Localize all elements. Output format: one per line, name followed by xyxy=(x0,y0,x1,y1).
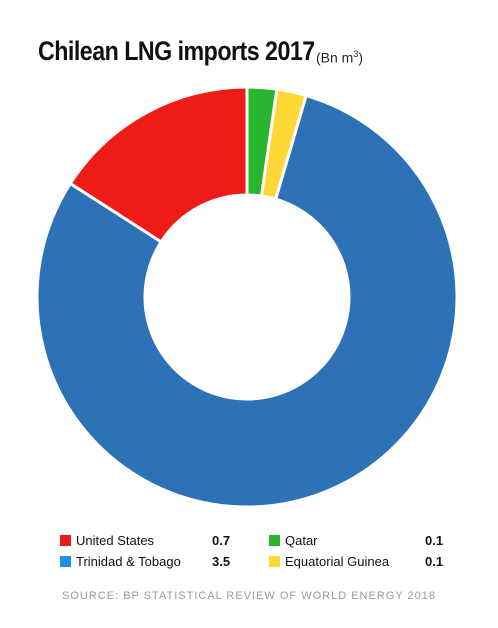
legend: United States 0.7 Qatar 0.1 Trinidad & T… xyxy=(60,532,450,578)
legend-item-equatorial-guinea: Equatorial Guinea 0.1 xyxy=(269,553,449,571)
unit-prefix: (Bn m xyxy=(316,49,354,66)
legend-value-united-states: 0.7 xyxy=(212,533,231,548)
legend-label-trinidad-tobago: Trinidad & Tobago xyxy=(76,554,181,569)
legend-swatch-equatorial-guinea xyxy=(269,556,280,567)
legend-value-equatorial-guinea: 0.1 xyxy=(425,554,444,569)
slice-trinidad-tobago xyxy=(35,94,459,509)
chart-title-row: Chilean LNG imports 2017 (Bn m3) xyxy=(38,36,363,67)
source-note: SOURCE: BP STATISTICAL REVIEW OF WORLD E… xyxy=(62,590,436,602)
chart-title: Chilean LNG imports 2017 xyxy=(38,36,315,66)
legend-item-qatar: Qatar 0.1 xyxy=(269,532,449,550)
legend-value-qatar: 0.1 xyxy=(425,533,444,548)
legend-value-trinidad-tobago: 3.5 xyxy=(212,554,231,569)
legend-label-equatorial-guinea: Equatorial Guinea xyxy=(285,554,390,569)
legend-swatch-united-states xyxy=(60,535,71,546)
legend-swatch-qatar xyxy=(269,535,280,546)
legend-item-united-states: United States 0.7 xyxy=(60,532,235,550)
donut-chart xyxy=(35,85,459,509)
legend-item-trinidad-tobago: Trinidad & Tobago 3.5 xyxy=(60,553,235,571)
legend-swatch-trinidad-tobago xyxy=(60,556,71,567)
legend-label-qatar: Qatar xyxy=(285,533,318,548)
legend-label-united-states: United States xyxy=(76,533,155,548)
unit-suffix: ) xyxy=(358,49,364,66)
chart-unit: (Bn m3) xyxy=(316,49,363,66)
slice-united-states xyxy=(68,85,249,244)
unit-power: 3 xyxy=(353,49,359,59)
